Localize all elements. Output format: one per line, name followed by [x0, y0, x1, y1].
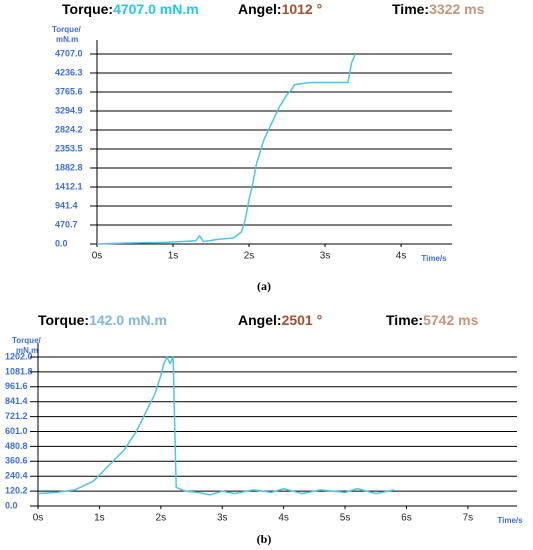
y-tick-label: 1882.8: [55, 162, 83, 172]
y-tick-label: 601.0: [5, 426, 28, 436]
readout: Time:5742 ms: [386, 312, 479, 328]
readout-label: Time:: [392, 1, 429, 17]
y-tick-label: 841.4: [5, 396, 28, 406]
x-tick-label: 6s: [401, 513, 412, 524]
y-tick-label: 2824.2: [55, 124, 83, 134]
readout-value: 4707.0 mN.m: [113, 1, 199, 17]
y-tick-label: 1202.0: [5, 351, 33, 361]
readout-value: 3322 ms: [429, 1, 484, 17]
x-tick-label: 1s: [94, 513, 105, 524]
y-tick-label: 2353.5: [55, 143, 83, 153]
readout-label: Angel:: [238, 312, 282, 328]
y-tick-label: 721.2: [5, 411, 28, 421]
x-tick-label: 0s: [92, 251, 103, 262]
x-axis-label: Time/s: [497, 516, 523, 525]
y-axis-label: mN.m: [56, 35, 78, 44]
x-tick-label: 4s: [278, 513, 289, 524]
readout-value: 2501 °: [282, 312, 323, 328]
caption: (b): [257, 532, 272, 546]
y-tick-label: 1412.1: [55, 181, 83, 191]
y-tick-label: 0.0: [5, 500, 18, 510]
readout-value: 1012 °: [282, 1, 323, 17]
x-tick-label: 1s: [168, 251, 179, 262]
x-tick-label: 5s: [340, 513, 351, 524]
y-axis-label: mN.m: [16, 346, 38, 355]
readout-label: Time:: [386, 312, 423, 328]
readout: Time:3322 ms: [392, 1, 485, 17]
x-tick-label: 2s: [156, 513, 167, 524]
x-tick-label: 3s: [217, 513, 228, 524]
y-tick-label: 470.7: [55, 219, 78, 229]
readout-value: 5742 ms: [423, 312, 478, 328]
caption: (a): [257, 279, 271, 293]
y-tick-label: 0.0: [55, 238, 68, 248]
y-tick-label: 240.4: [5, 471, 28, 481]
readout: Torque:4707.0 mN.m: [62, 1, 199, 17]
y-tick-label: 4707.0: [55, 48, 83, 58]
torque-line: [37, 355, 395, 496]
y-tick-label: 961.6: [5, 381, 28, 391]
readout: Torque:142.0 mN.m: [38, 312, 167, 328]
y-axis-label: Torque/: [52, 25, 82, 34]
y-tick-label: 1081.8: [5, 366, 33, 376]
readout: Angel:2501 °: [238, 312, 322, 328]
readout-label: Angel:: [238, 1, 282, 17]
x-tick-label: 2s: [244, 251, 255, 262]
readout: Angel:1012 °: [238, 1, 322, 17]
x-axis-label: Time/s: [421, 254, 447, 263]
y-axis-label: Torque/: [12, 336, 42, 345]
readout-value: 142.0 mN.m: [89, 312, 167, 328]
y-tick-label: 3294.9: [55, 105, 83, 115]
y-tick-label: 480.8: [5, 441, 28, 451]
x-tick-label: 4s: [396, 251, 407, 262]
y-tick-label: 120.2: [5, 485, 28, 495]
readout-label: Torque:: [38, 312, 89, 328]
y-tick-label: 3765.6: [55, 86, 83, 96]
torque-line: [96, 53, 357, 245]
readout-label: Torque:: [62, 1, 113, 17]
x-tick-label: 3s: [320, 251, 331, 262]
y-tick-label: 360.6: [5, 456, 28, 466]
x-tick-label: 7s: [463, 513, 474, 524]
y-tick-label: 4236.3: [55, 67, 83, 77]
y-tick-label: 941.4: [55, 200, 78, 210]
x-tick-label: 0s: [33, 513, 44, 524]
